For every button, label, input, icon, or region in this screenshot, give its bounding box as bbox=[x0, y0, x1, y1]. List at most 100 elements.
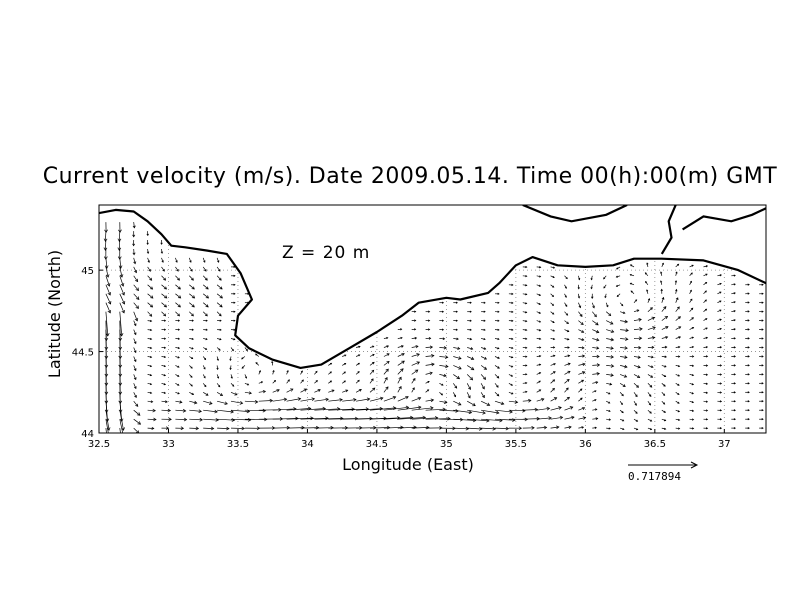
velocity-arrow bbox=[425, 345, 434, 349]
velocity-arrow bbox=[731, 301, 736, 304]
velocity-arrow bbox=[620, 319, 629, 324]
velocity-arrow bbox=[578, 406, 586, 411]
velocity-arrow bbox=[647, 427, 653, 431]
velocity-arrow bbox=[689, 264, 694, 268]
velocity-arrow bbox=[675, 326, 682, 330]
velocity-arrow bbox=[397, 376, 402, 384]
velocity-arrow bbox=[703, 327, 708, 330]
reference-vector-label: 0.717894 bbox=[628, 470, 681, 483]
velocity-arrow bbox=[244, 408, 267, 413]
velocity-arrow bbox=[300, 379, 304, 384]
velocity-arrow bbox=[229, 365, 232, 371]
velocity-arrow bbox=[397, 368, 404, 375]
velocity-arrow bbox=[133, 257, 137, 265]
velocity-arrow bbox=[146, 239, 149, 245]
velocity-arrow bbox=[550, 371, 556, 375]
velocity-arrow bbox=[759, 391, 764, 394]
velocity-arrow bbox=[522, 381, 528, 385]
velocity-arrow bbox=[619, 302, 624, 307]
velocity-arrow bbox=[161, 284, 168, 290]
velocity-arrow bbox=[606, 346, 614, 350]
velocity-arrow bbox=[508, 292, 514, 296]
velocity-arrow bbox=[494, 319, 500, 322]
velocity-arrow bbox=[633, 374, 641, 378]
velocity-arrow bbox=[619, 311, 626, 315]
velocity-arrow bbox=[439, 373, 447, 378]
velocity-arrow bbox=[230, 374, 233, 379]
velocity-arrow bbox=[647, 365, 654, 369]
velocity-arrow bbox=[619, 383, 626, 387]
azov-shoreline bbox=[682, 207, 766, 231]
velocity-arrow bbox=[203, 347, 208, 350]
velocity-arrow bbox=[646, 262, 649, 267]
velocity-arrow bbox=[147, 293, 154, 299]
velocity-arrow bbox=[647, 326, 656, 330]
velocity-arrow bbox=[759, 418, 764, 421]
x-tick-label: 36.5 bbox=[644, 439, 666, 450]
velocity-arrow bbox=[661, 365, 667, 368]
velocity-arrow bbox=[133, 427, 140, 433]
axis-ticks: 32.5 33 33.5 34 34.5 35 35.5 36 36.5 37 44 44.5 45 bbox=[72, 266, 731, 450]
velocity-arrow bbox=[606, 400, 611, 404]
velocity-arrow bbox=[241, 365, 246, 369]
velocity-arrow bbox=[328, 371, 332, 375]
velocity-arrow bbox=[633, 365, 641, 369]
velocity-arrow bbox=[689, 307, 694, 312]
velocity-arrow bbox=[189, 365, 193, 369]
velocity-arrow bbox=[118, 320, 123, 342]
velocity-arrow bbox=[703, 382, 709, 385]
velocity-arrow bbox=[175, 293, 182, 299]
velocity-arrow bbox=[536, 389, 542, 393]
velocity-arrow bbox=[647, 418, 653, 422]
velocity-arrow bbox=[300, 370, 303, 375]
velocity-arrow bbox=[703, 318, 708, 321]
velocity-arrow bbox=[161, 266, 165, 272]
velocity-arrow bbox=[411, 361, 421, 366]
velocity-arrow bbox=[175, 426, 185, 431]
velocity-arrow bbox=[615, 266, 621, 270]
velocity-arrow bbox=[661, 400, 666, 405]
velocity-arrow bbox=[300, 416, 329, 421]
velocity-arrow bbox=[439, 310, 445, 313]
velocity-arrow bbox=[258, 398, 274, 403]
velocity-arrow bbox=[467, 409, 486, 415]
velocity-arrow bbox=[425, 319, 431, 322]
velocity-arrow bbox=[229, 356, 232, 362]
velocity-arrow bbox=[202, 383, 207, 388]
velocity-arrow bbox=[660, 271, 663, 276]
velocity-arrow bbox=[411, 369, 419, 375]
velocity-arrow bbox=[119, 293, 126, 305]
velocity-arrow bbox=[731, 400, 737, 403]
velocity-arrow bbox=[105, 266, 110, 278]
velocity-arrow bbox=[425, 336, 432, 340]
velocity-arrow bbox=[244, 400, 259, 404]
velocity-arrow bbox=[467, 310, 472, 313]
velocity-arrow bbox=[647, 316, 656, 321]
velocity-arrow bbox=[342, 389, 349, 393]
velocity-arrow bbox=[119, 311, 124, 337]
velocity-arrow bbox=[216, 284, 223, 290]
velocity-arrow bbox=[216, 266, 221, 272]
velocity-arrow bbox=[453, 374, 461, 380]
velocity-arrow bbox=[522, 265, 528, 269]
velocity-arrow bbox=[745, 382, 750, 385]
velocity-arrow bbox=[717, 291, 722, 295]
velocity-arrow bbox=[203, 426, 215, 431]
velocity-arrow bbox=[161, 346, 167, 349]
velocity-arrow bbox=[411, 319, 417, 322]
velocity-arrow bbox=[508, 382, 514, 386]
velocity-arrow bbox=[439, 355, 449, 359]
velocity-arrow bbox=[161, 319, 167, 322]
velocity-arrow bbox=[592, 390, 597, 393]
velocity-arrow bbox=[703, 265, 709, 268]
velocity-arrow bbox=[494, 383, 499, 388]
velocity-arrow bbox=[745, 283, 750, 286]
velocity-arrow bbox=[564, 387, 569, 393]
velocity-arrow bbox=[536, 346, 542, 349]
velocity-arrow bbox=[647, 374, 654, 378]
velocity-arrow bbox=[189, 311, 194, 317]
velocity-arrow bbox=[439, 409, 459, 413]
velocity-arrow bbox=[480, 374, 487, 380]
velocity-arrow bbox=[161, 311, 167, 317]
velocity-arrow bbox=[119, 275, 125, 287]
